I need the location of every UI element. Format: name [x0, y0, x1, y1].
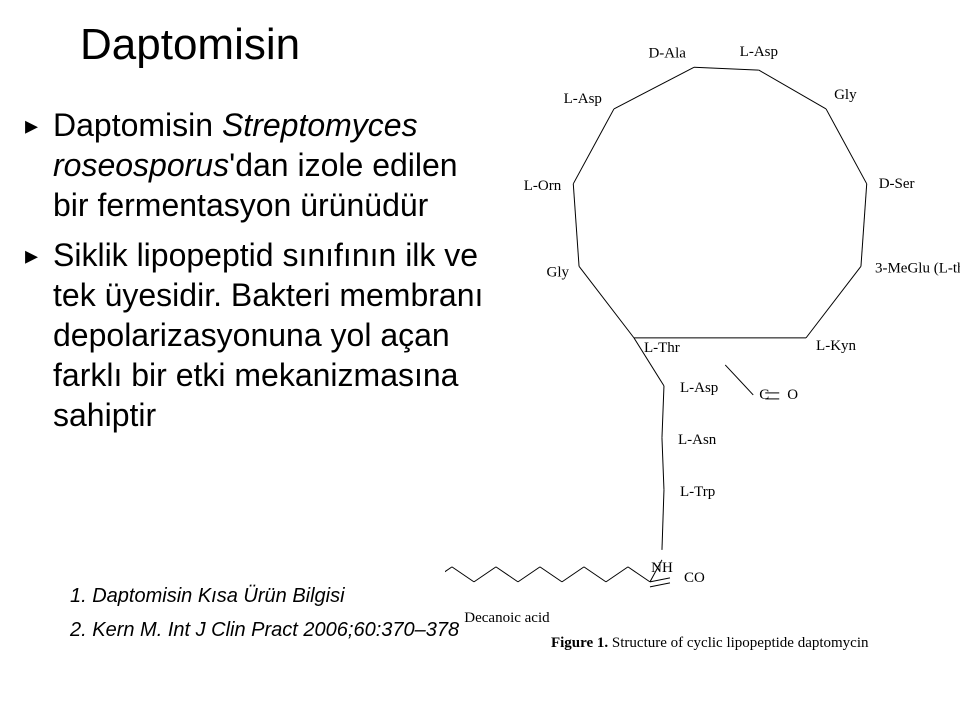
- svg-text:D-Ala: D-Ala: [648, 45, 686, 61]
- svg-text:D-Ser: D-Ser: [879, 176, 915, 192]
- svg-text:Gly: Gly: [834, 87, 857, 103]
- svg-text:L-Asp: L-Asp: [680, 380, 718, 396]
- svg-text:Figure 1. Structure of cyclic: Figure 1. Structure of cyclic lipopeptid…: [551, 635, 869, 651]
- svg-text:C: C: [759, 387, 769, 403]
- svg-text:O: O: [787, 387, 798, 403]
- references: 1. Daptomisin Kısa Ürün Bilgisi2. Kern M…: [70, 580, 459, 648]
- slide: Daptomisin ▸Daptomisin Streptomyces rose…: [0, 0, 960, 708]
- bullet-item: ▸Daptomisin Streptomyces roseosporus'dan…: [25, 105, 495, 225]
- bullet-item: ▸Siklik lipopeptid sınıfının ilk ve tek …: [25, 235, 495, 435]
- svg-text:L-Trp: L-Trp: [680, 484, 715, 500]
- molecule-svg: D-Ala L-Asp Gly D-Ser 3-MeGlu (L-theo) L-Kyn L…: [445, 0, 960, 708]
- reference-line: 2. Kern M. Int J Clin Pract 2006;60:370–…: [70, 614, 459, 646]
- bullet-text: Daptomisin Streptomyces roseosporus'dan …: [53, 105, 495, 225]
- svg-text:Gly: Gly: [547, 264, 570, 280]
- svg-text:L-Thr: L-Thr: [644, 340, 680, 356]
- bullet-text: Siklik lipopeptid sınıfının ilk ve tek ü…: [53, 235, 495, 435]
- svg-text:3-MeGlu (L-theo): 3-MeGlu (L-theo): [875, 260, 960, 276]
- body-text: ▸Daptomisin Streptomyces roseosporus'dan…: [25, 105, 495, 445]
- svg-text:L-Orn: L-Orn: [524, 178, 562, 194]
- svg-text:L-Kyn: L-Kyn: [816, 338, 856, 354]
- svg-text:CO: CO: [684, 570, 705, 586]
- svg-text:L-Asp: L-Asp: [564, 91, 602, 107]
- bullet-marker-icon: ▸: [25, 105, 53, 143]
- bullet-marker-icon: ▸: [25, 235, 53, 273]
- slide-title: Daptomisin: [80, 20, 300, 70]
- svg-text:L-Asp: L-Asp: [740, 44, 778, 60]
- reference-line: 1. Daptomisin Kısa Ürün Bilgisi: [70, 580, 459, 612]
- svg-text:L-Asn: L-Asn: [678, 432, 717, 448]
- molecule-diagram: D-Ala L-Asp Gly D-Ser 3-MeGlu (L-theo) L-Kyn L…: [445, 0, 960, 708]
- svg-text:Decanoic acid: Decanoic acid: [464, 610, 550, 626]
